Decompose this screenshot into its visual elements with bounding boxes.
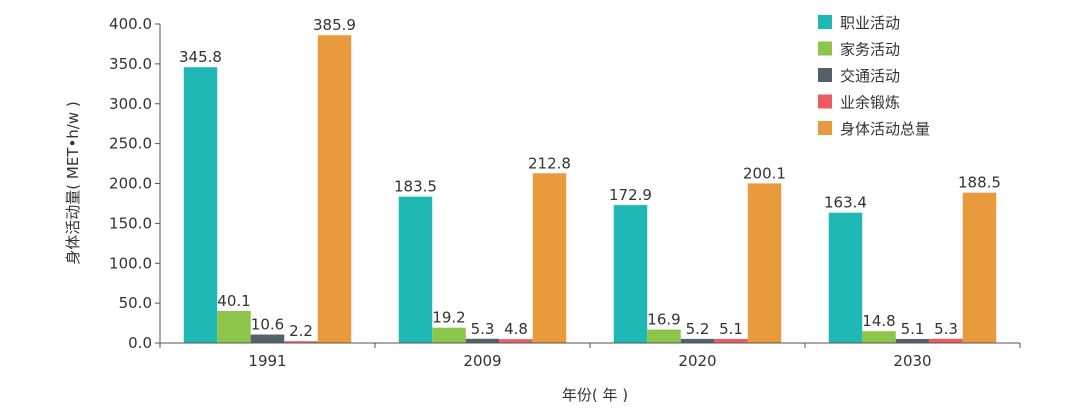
data-label: 200.1 — [743, 164, 786, 182]
bar — [647, 329, 681, 343]
data-label: 5.3 — [934, 320, 958, 338]
bar — [465, 338, 500, 343]
x-category-label: 1991 — [248, 352, 286, 370]
bars — [183, 35, 997, 344]
data-label: 40.1 — [217, 292, 250, 310]
legend-label: 身体活动总量 — [840, 120, 930, 138]
bar — [862, 331, 896, 343]
bar — [929, 338, 963, 343]
bar — [250, 334, 285, 343]
data-label: 385.9 — [313, 16, 356, 34]
y-axis-title: 身体活动量( MET•h/w ) — [64, 101, 82, 265]
bar — [532, 173, 567, 343]
y-tick-label: 400.0 — [109, 15, 152, 33]
data-label: 163.4 — [824, 194, 867, 212]
data-label: 10.6 — [251, 316, 284, 334]
data-label: 5.1 — [719, 320, 743, 338]
legend-swatch — [818, 68, 832, 82]
y-tick-label: 150.0 — [109, 214, 152, 232]
bar — [317, 35, 352, 343]
bar — [828, 212, 863, 343]
data-label: 4.8 — [504, 320, 528, 338]
x-category-label: 2030 — [893, 352, 931, 370]
legend-swatch — [818, 15, 832, 29]
data-label: 5.2 — [686, 320, 710, 338]
y-tick-label: 250.0 — [109, 135, 152, 153]
bar — [962, 192, 997, 343]
legend-label: 业余锻炼 — [840, 94, 900, 112]
x-axis: 1991 2009 2020 2030 — [159, 342, 1021, 370]
legend-swatch — [818, 41, 832, 56]
y-tick-label: 350.0 — [109, 55, 152, 73]
data-label: 14.8 — [862, 312, 895, 330]
data-label: 16.9 — [647, 311, 680, 329]
bar — [217, 311, 251, 343]
bar — [680, 338, 715, 343]
y-tick-label: 50.0 — [119, 294, 152, 312]
legend-label: 职业活动 — [840, 14, 900, 32]
data-label: 345.8 — [179, 48, 222, 66]
data-labels: 345.8 40.110.6 2.2 385.9 183.5 19.2 5.3 4.8 212.… — [179, 16, 1001, 340]
y-axis-ticks: 0.0 50.0 100.0 150.0 200.0 250.0 300.0 350.0 400… — [109, 15, 161, 352]
y-tick-label: 100.0 — [109, 254, 152, 272]
bar — [613, 205, 648, 343]
legend-label: 家务活动 — [840, 41, 900, 59]
data-label: 172.9 — [609, 186, 652, 204]
x-category-label: 2009 — [463, 352, 501, 370]
bar — [284, 341, 318, 343]
bar — [183, 67, 218, 344]
data-label: 19.2 — [432, 309, 465, 327]
data-label: 5.3 — [471, 320, 495, 338]
bar — [432, 327, 466, 343]
y-tick-label: 300.0 — [109, 95, 152, 113]
y-tick-label: 200.0 — [109, 175, 152, 193]
bar — [398, 196, 433, 343]
legend-swatch — [818, 121, 832, 135]
bar — [895, 338, 930, 343]
legend-swatch — [818, 94, 832, 109]
data-label: 188.5 — [958, 174, 1001, 192]
legend-label: 交通活动 — [840, 67, 900, 85]
bar — [747, 183, 782, 343]
bar — [499, 339, 533, 343]
bar — [714, 338, 748, 343]
x-axis-title: 年份( 年 ) — [562, 386, 628, 404]
data-label: 212.8 — [528, 154, 571, 172]
y-tick-label: 0.0 — [128, 334, 152, 352]
data-label: 2.2 — [289, 322, 313, 340]
data-label: 5.1 — [901, 320, 925, 338]
x-category-label: 2020 — [678, 352, 716, 370]
data-label: 183.5 — [394, 178, 437, 196]
